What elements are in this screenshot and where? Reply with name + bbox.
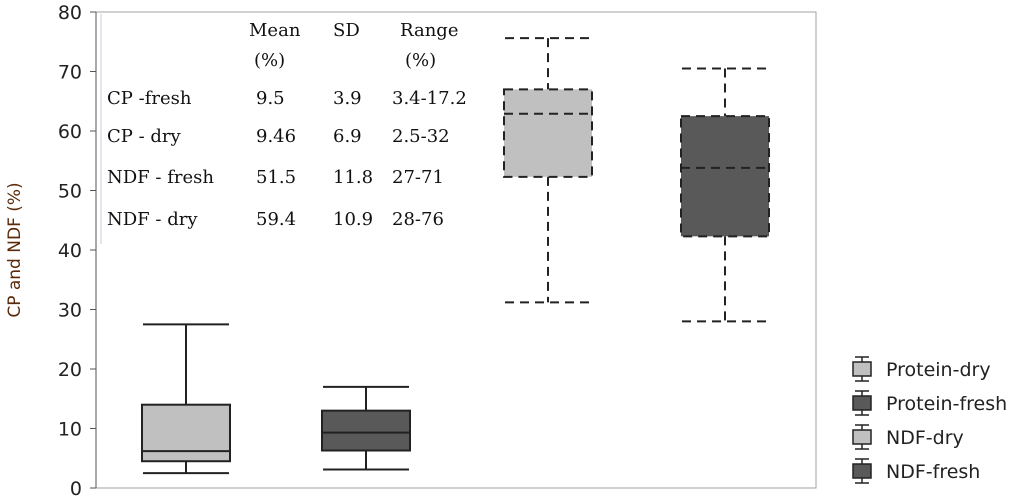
- y-tick-label: 60: [58, 121, 82, 143]
- table-header-unit: (%): [405, 50, 436, 71]
- table-cell-mean: 9.5: [256, 88, 285, 109]
- box-series: [141, 37, 770, 475]
- table-cell-range: 3.4-17.2: [392, 88, 467, 109]
- legend-label: Protein-fresh: [886, 393, 1007, 415]
- table-cell-range: 28-76: [392, 209, 444, 230]
- legend-label: NDF-dry: [886, 427, 964, 449]
- legend-swatch: [852, 395, 872, 411]
- legend-swatch: [852, 463, 872, 479]
- legend-label: Protein-dry: [886, 359, 991, 381]
- table-row-label: NDF - dry: [107, 209, 198, 230]
- box-protein-fresh: [321, 385, 411, 471]
- y-tick-label: 50: [58, 181, 82, 203]
- legend-swatch: [852, 429, 872, 445]
- y-tick-label: 30: [58, 300, 82, 322]
- y-tick-label: 20: [58, 359, 82, 381]
- summary-table-box: [100, 14, 476, 244]
- table-cell-mean: 51.5: [256, 167, 296, 188]
- legend: Protein-dry Protein-fresh NDF-dry NDF-fresh: [852, 356, 1007, 484]
- table-cell-mean: 59.4: [256, 209, 296, 230]
- table-row-label: CP - dry: [107, 126, 182, 147]
- table-header-unit: (%): [254, 50, 285, 71]
- table-cell-range: 2.5-32: [392, 126, 450, 147]
- table-row-label: NDF - fresh: [107, 167, 214, 188]
- table-header: Range: [400, 20, 458, 41]
- table-cell-range: 27-71: [392, 167, 444, 188]
- legend-label: NDF-fresh: [886, 461, 980, 483]
- box-iqr: [321, 409, 411, 452]
- table-cell-mean: 9.46: [256, 126, 296, 147]
- box-ndf-fresh: [680, 67, 770, 323]
- table-header: Mean: [249, 20, 301, 41]
- box-iqr: [503, 88, 593, 178]
- legend-item: NDF-fresh: [852, 458, 980, 484]
- table-cell-sd: 6.9: [333, 126, 362, 147]
- table-row-label: CP -fresh: [107, 88, 192, 109]
- table-header: SD: [333, 20, 360, 41]
- legend-item: Protein-fresh: [852, 390, 1007, 416]
- y-axis-ticks: 0 10 20 30 40 50 60 70 80: [58, 2, 96, 500]
- table-cell-sd: 11.8: [333, 167, 373, 188]
- legend-item: Protein-dry: [852, 356, 991, 382]
- y-axis-label: CP and NDF (%): [5, 182, 25, 317]
- summary-table: Mean (%) SD Range (%) CP -fresh 9.5 3.9 3.4-17.2…: [107, 20, 467, 230]
- box-protein-dry: [141, 323, 231, 475]
- box-iqr: [141, 403, 231, 463]
- box-iqr: [680, 115, 770, 238]
- legend-item: NDF-dry: [852, 424, 964, 450]
- table-cell-sd: 3.9: [333, 88, 362, 109]
- y-tick-label: 70: [58, 62, 82, 84]
- y-tick-label: 10: [58, 419, 82, 441]
- y-tick-label: 40: [58, 240, 82, 262]
- y-tick-label: 0: [70, 478, 82, 500]
- legend-swatch: [852, 361, 872, 377]
- box-ndf-dry: [503, 37, 593, 304]
- table-cell-sd: 10.9: [333, 209, 373, 230]
- y-tick-label: 80: [58, 2, 82, 24]
